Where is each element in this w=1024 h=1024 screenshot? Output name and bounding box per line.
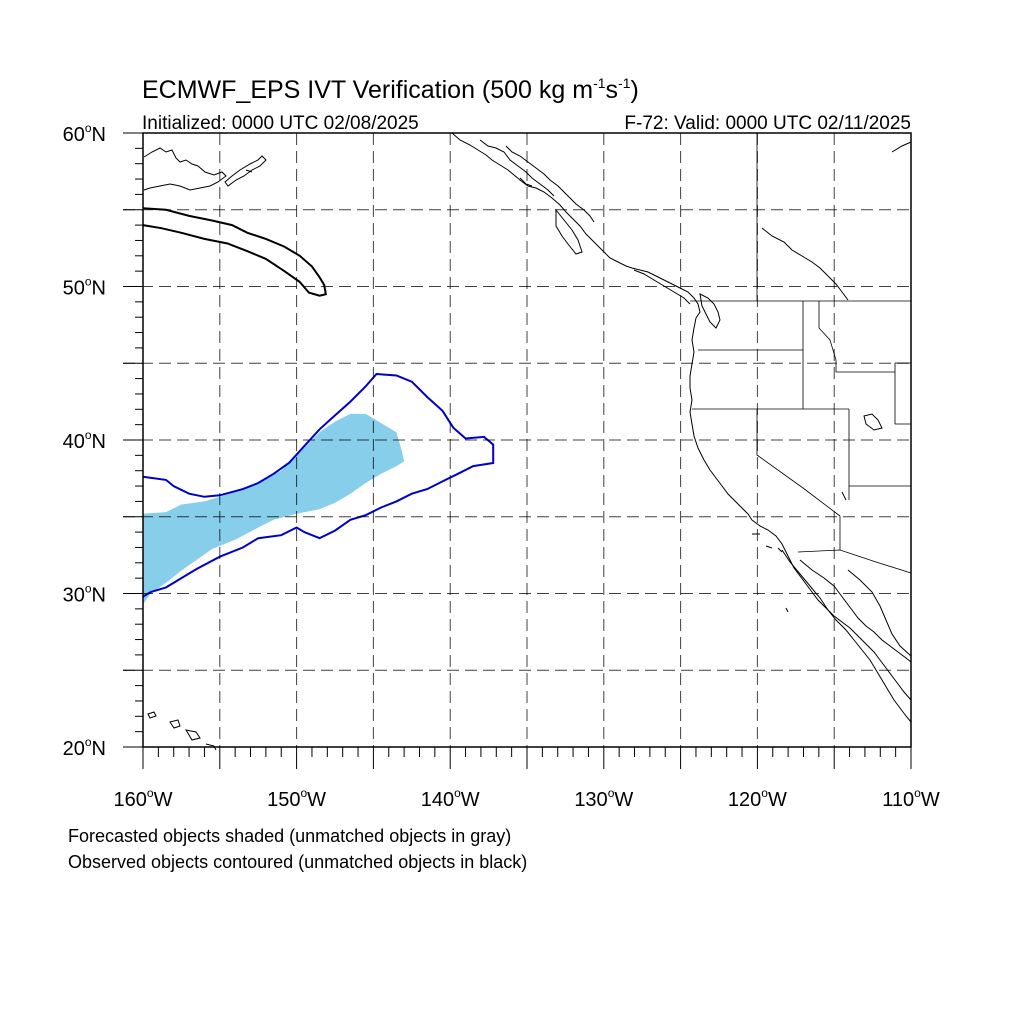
observed-object-matched: [142, 372, 495, 598]
map-title: ECMWF_EPS IVT Verification (500 kg m-1s-…: [142, 75, 639, 104]
axis-ticks: [123, 132, 912, 769]
lon-label: 110oW: [882, 786, 940, 811]
plot-area: [123, 132, 912, 769]
gridlines: [123, 133, 911, 747]
observed-object-unmatched: [142, 207, 327, 297]
valid-time-label: F-72: Valid: 0000 UTC 02/11/2025: [624, 113, 911, 134]
observed-objects-unmatched: [142, 207, 327, 297]
lon-label: 160oW: [114, 786, 173, 811]
forecast-object-matched: [143, 413, 405, 605]
lat-label: 20oN: [63, 735, 106, 760]
init-time-label: Initialized: 0000 UTC 02/08/2025: [142, 113, 419, 134]
lat-label: 30oN: [63, 582, 106, 607]
title-main: ECMWF_EPS IVT Verification (500 kg m: [142, 76, 593, 104]
lon-label: 130oW: [574, 786, 633, 811]
lon-label: 140oW: [421, 786, 480, 811]
lat-label: 50oN: [63, 275, 106, 300]
title-sup2: -1: [618, 75, 631, 91]
title-sup1: -1: [593, 75, 606, 91]
footer-observed-note: Observed objects contoured (unmatched ob…: [68, 852, 527, 872]
political-borders: [690, 133, 912, 574]
longitude-labels: 160oW 150oW 140oW 130oW 120oW 110oW: [114, 786, 940, 811]
lat-label: 60oN: [63, 121, 106, 146]
coastlines: [143, 132, 912, 751]
latitude-labels: 60oN 50oN 40oN 30oN 20oN: [63, 121, 106, 760]
title-end: ): [630, 76, 638, 104]
footer-forecast-note: Forecasted objects shaded (unmatched obj…: [68, 826, 511, 846]
lon-label: 150oW: [267, 786, 326, 811]
lat-label: 40oN: [63, 428, 106, 453]
lon-label: 120oW: [728, 786, 787, 811]
title-mid: s: [606, 76, 619, 104]
